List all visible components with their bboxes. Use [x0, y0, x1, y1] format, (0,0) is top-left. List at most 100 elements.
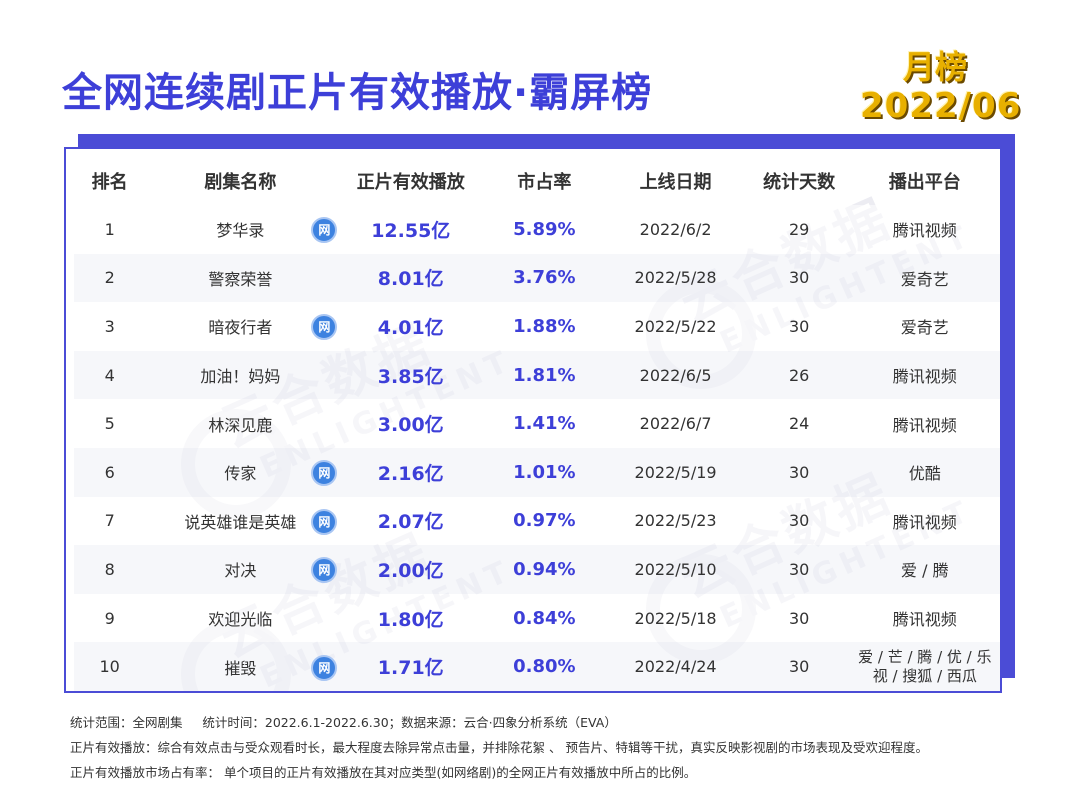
- cell-platform: 腾讯视频: [849, 593, 1000, 643]
- cell-platform: 腾讯视频: [849, 399, 1000, 448]
- table-row: 1 梦华录 网 12.55亿 5.89% 2022/6/2 29 腾讯视频: [74, 205, 1000, 254]
- header-platform: 播出平台: [888, 172, 961, 193]
- cell-platform: 爱奇艺: [849, 302, 1000, 351]
- cell-rank: 2: [74, 253, 146, 303]
- drama-name: 对决: [224, 561, 257, 581]
- cell-platform: 腾讯视频: [849, 205, 1000, 254]
- cell-days: 26: [748, 350, 850, 400]
- cell-name: 对决 网: [145, 545, 338, 594]
- drama-name: 摧毁: [224, 658, 257, 678]
- cell-name: 梦华录 网: [145, 205, 338, 254]
- drama-name: 梦华录: [216, 221, 265, 241]
- cell-platform: 优酷: [849, 447, 1000, 497]
- cell-date: 2022/6/2: [602, 205, 749, 254]
- cell-share: 5.89%: [486, 205, 603, 254]
- header-name: 剧集名称: [204, 172, 277, 193]
- cell-share: 3.76%: [486, 253, 603, 303]
- cell-share: 1.01%: [486, 447, 603, 497]
- table-row: 9 欢迎光临 1.80亿 0.84% 2022/5/18 30 腾讯视频: [74, 593, 1000, 643]
- table-header-row: 排名 剧集名称 正片有效播放 市占率 上线日期 统计天数 播出平台: [74, 157, 1000, 205]
- ranking-table: 排名 剧集名称 正片有效播放 市占率 上线日期 统计天数 播出平台 1 梦华录网 1…: [74, 157, 1000, 691]
- cell-date: 2022/5/22: [602, 302, 749, 351]
- header-date: 上线日期: [639, 172, 712, 193]
- cell-plays: 1.71亿: [335, 642, 487, 691]
- table-row: 5 林深见鹿 3.00亿 1.41% 2022/6/7 24 腾讯视频: [74, 399, 1000, 448]
- cell-days: 29: [748, 205, 850, 254]
- cell-days: 30: [748, 496, 850, 546]
- page-title: 全网连续剧正片有效播放·霸屏榜: [62, 70, 653, 116]
- cell-plays: 12.55亿: [335, 205, 487, 254]
- cell-platform: 腾讯视频: [849, 496, 1000, 546]
- cell-name: 暗夜行者 网: [145, 302, 338, 351]
- table-row: 4 加油！妈妈 3.85亿 1.81% 2022/6/5 26 腾讯视频: [74, 350, 1000, 400]
- cell-days: 24: [748, 399, 850, 448]
- cell-share: 0.97%: [486, 496, 603, 546]
- cell-date: 2022/5/10: [602, 545, 749, 594]
- cell-date: 2022/4/24: [602, 642, 749, 691]
- cell-rank: 3: [74, 302, 146, 351]
- cell-rank: 7: [74, 496, 146, 546]
- cell-name: 加油！妈妈: [145, 350, 336, 400]
- cell-days: 30: [748, 642, 850, 691]
- cell-platform: 爱奇艺: [849, 253, 1000, 303]
- web-drama-icon: 网: [311, 314, 338, 341]
- web-drama-icon: 网: [311, 508, 338, 535]
- drama-name: 传家: [224, 464, 257, 484]
- web-drama-icon: 网: [311, 654, 338, 681]
- cell-plays: 8.01亿: [335, 253, 487, 303]
- cell-days: 30: [748, 545, 850, 594]
- cell-plays: 3.00亿: [335, 399, 487, 448]
- cell-rank: 10: [74, 642, 146, 691]
- cell-date: 2022/6/5: [602, 350, 749, 400]
- table-row: 8 对决 网 2.00亿 0.94% 2022/5/10 30 爱 / 腾: [74, 545, 1000, 594]
- cell-share: 0.84%: [486, 593, 603, 643]
- table-row: 10 摧毁 网 1.71亿 0.80% 2022/4/24 30 爱 / 芒 / 腾 / 优 …: [74, 642, 1000, 691]
- web-drama-icon: 网: [311, 460, 338, 487]
- cell-plays: 1.80亿: [335, 593, 487, 643]
- ranking-card: 云合数据 ENLIGHTENT 云合数据 ENLIGHTENT 云合数据 ENL…: [64, 147, 1002, 693]
- cell-platform: 爱 / 芒 / 腾 / 优 / 乐 视 / 搜狐 / 西瓜: [849, 642, 1000, 691]
- badge-label: 月榜: [902, 48, 967, 86]
- cell-name: 摧毁 网: [145, 642, 338, 691]
- cell-rank: 6: [74, 447, 146, 497]
- footnote-share: 正片有效播放市场占有率： 单个项目的正片有效播放在其对应类型(如网络剧)的全网正…: [70, 765, 697, 780]
- cell-plays: 4.01亿: [335, 302, 487, 351]
- cell-plays: 2.07亿: [335, 496, 487, 546]
- cell-rank: 8: [74, 545, 146, 594]
- cell-share: 1.81%: [486, 350, 603, 400]
- cell-platform: 腾讯视频: [849, 350, 1000, 400]
- cell-days: 30: [748, 447, 850, 497]
- table-row: 3 暗夜行者 网 4.01亿 1.88% 2022/5/22 30 爱奇艺: [74, 302, 1000, 351]
- cell-name: 传家 网: [145, 447, 338, 497]
- cell-date: 2022/6/7: [602, 399, 749, 448]
- drama-name: 警察荣誉: [208, 269, 273, 289]
- drama-name: 暗夜行者: [208, 318, 273, 338]
- web-drama-icon: 网: [311, 557, 338, 584]
- cell-rank: 9: [74, 593, 146, 643]
- cell-plays: 2.00亿: [335, 545, 487, 594]
- cell-days: 30: [748, 593, 850, 643]
- cell-date: 2022/5/18: [602, 593, 749, 643]
- table-row: 6 传家 网 2.16亿 1.01% 2022/5/19 30 优酷: [74, 447, 1000, 497]
- drama-name: 加油！妈妈: [200, 367, 281, 387]
- cell-platform: 爱 / 腾: [849, 545, 1000, 594]
- web-drama-icon: 网: [311, 217, 338, 244]
- drama-name: 说英雄谁是英雄: [184, 512, 297, 532]
- cell-date: 2022/5/28: [602, 253, 749, 303]
- cell-share: 1.88%: [486, 302, 603, 351]
- table-row: 7 说英雄谁是英雄网 2.07亿 0.97% 2022/5/23 30 腾讯视频: [74, 496, 1000, 546]
- header-rank: 排名: [91, 172, 128, 193]
- header-share: 市占率: [517, 172, 572, 193]
- cell-share: 0.80%: [486, 642, 603, 691]
- header-plays: 正片有效播放: [356, 172, 465, 193]
- cell-date: 2022/5/23: [602, 496, 749, 546]
- cell-rank: 5: [74, 399, 146, 448]
- header-days: 统计天数: [763, 172, 836, 193]
- cell-share: 1.41%: [486, 399, 603, 448]
- cell-rank: 1: [74, 205, 146, 254]
- cell-share: 0.94%: [486, 545, 603, 594]
- cell-name: 警察荣誉: [145, 253, 336, 303]
- cell-name: 欢迎光临: [145, 593, 336, 643]
- cell-plays: 2.16亿: [335, 447, 487, 497]
- footnote-definition: 正片有效播放：综合有效点击与受众观看时长，最大程度去除异常点击量，并排除花絮 、…: [70, 740, 928, 755]
